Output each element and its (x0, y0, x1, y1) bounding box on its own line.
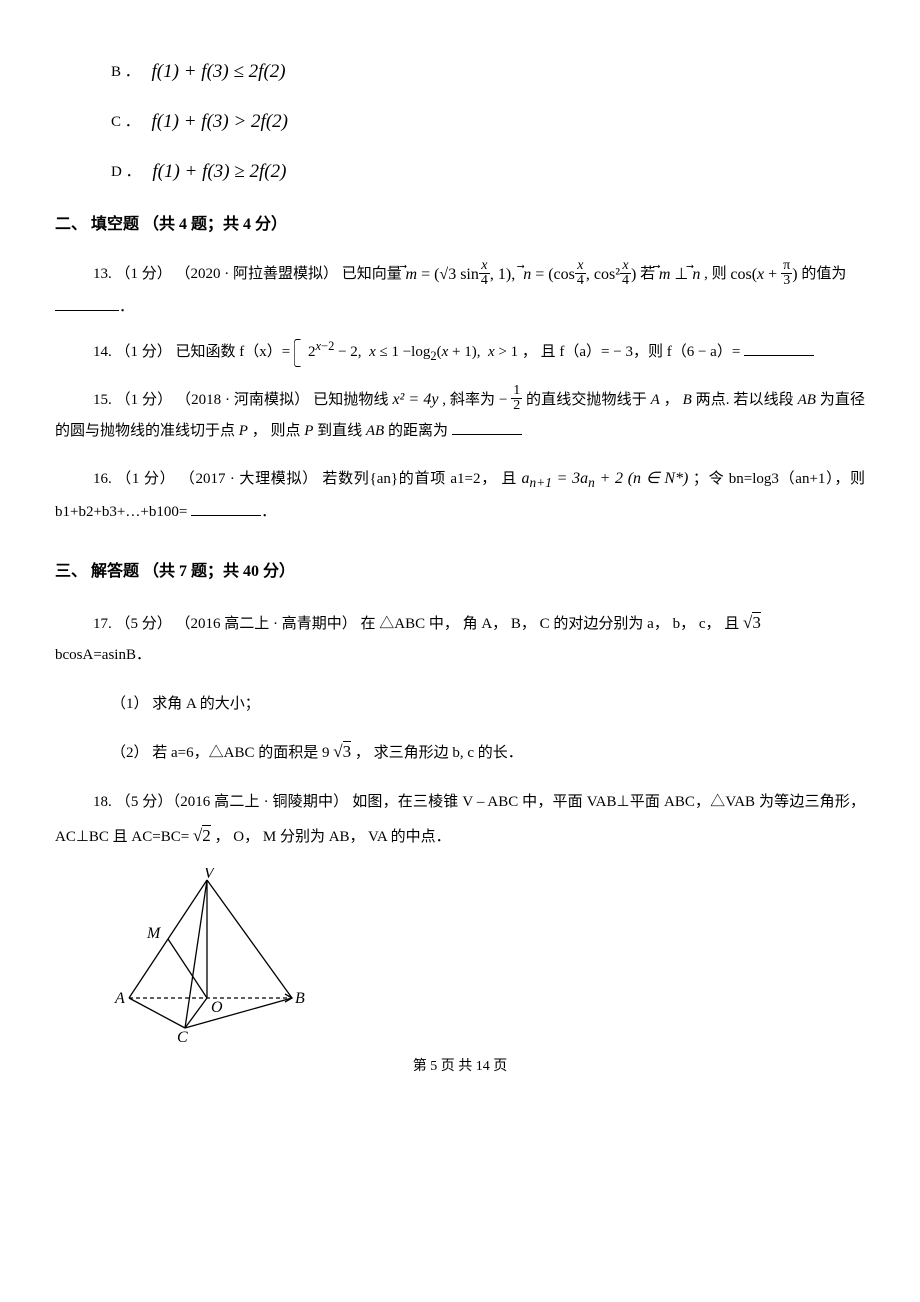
segment-ab2: AB (366, 423, 384, 439)
option-letter: B ． (111, 64, 140, 80)
point-a: A (651, 392, 660, 408)
q15-comma: ， (664, 392, 683, 408)
q15-mid2: 的直线交抛物线于 (526, 392, 651, 408)
question-15: 15. （1 分） （2018 · 河南模拟） 已知抛物线 x² = 4y , … (55, 383, 865, 448)
option-d: D ． f(1) + f(3) ≥ 2f(2) (111, 160, 865, 182)
q17-sub2b: ， 求三角形边 b, c 的长． (355, 745, 523, 761)
q15-blank (452, 419, 522, 435)
q16-prefix: 16. （1 分） （2017 · 大理模拟） 若数列{an}的首项 a1=2，… (93, 471, 522, 487)
question-16: 16. （1 分） （2017 · 大理模拟） 若数列{an}的首项 a1=2，… (55, 462, 865, 529)
fig-label-c: C (177, 1029, 188, 1043)
page-content: B ． f(1) + f(3) ≤ 2f(2) C ． f(1) + f(3) … (0, 0, 920, 1105)
fig-label-v: V (204, 868, 216, 882)
section-2-title: 二、 填空题 （共 4 题；共 4 分） (55, 210, 865, 234)
fig-label-o: O (211, 999, 223, 1016)
fig-label-b: B (295, 990, 305, 1007)
q13-tail: 的值为 (801, 266, 846, 282)
q13-mid2: , 则 (704, 266, 730, 282)
piecewise-row2: −log2(x + 1), x > 1 (403, 344, 518, 360)
sqrt3-symbol-2: √3 (333, 741, 351, 761)
q17-sub2: （2） 若 a=6，△ABC 的面积是 9 √3 ， 求三角形边 b, c 的长… (111, 736, 865, 768)
q16-blank (191, 500, 261, 516)
point-p2: P (304, 423, 313, 439)
q16-recurrence: an+1 = 3an + 2 (n ∈ N*) (522, 470, 689, 487)
q13-vectors: m = (√3 sinx4, 1), n = (cosx4, cos²x4) (406, 258, 637, 292)
q15-prefix: 15. （1 分） （2018 · 河南模拟） 已知抛物线 (93, 392, 392, 408)
option-expr: f(1) + f(3) > 2f(2) (152, 111, 288, 132)
q14-mid: ， 且 f（a）= − 3，则 f（6 − a）= (522, 344, 740, 360)
fig-label-a: A (114, 990, 125, 1007)
q15-tail: 的距离为 (388, 423, 448, 439)
q15-mid6: 到直线 (317, 423, 366, 439)
point-p: P (239, 423, 248, 439)
question-14: 14. （1 分） 已知函数 f（x）= 2x−2 − 2, x ≤ 1 −lo… (55, 337, 865, 369)
option-c: C ． f(1) + f(3) > 2f(2) (111, 110, 865, 132)
q13-cos: cos(x + π3) (730, 258, 797, 292)
option-letter: D ． (111, 164, 141, 180)
q18-line1: 18. （5 分）（2016 高二上 · 铜陵期中） 如图，在三棱锥 V – A… (55, 794, 865, 846)
option-expr: f(1) + f(3) ≤ 2f(2) (152, 61, 286, 82)
sqrt2-symbol: √2 (193, 825, 211, 845)
q18-figure: V M A B C O (107, 868, 307, 1043)
q16-period: ． (261, 504, 276, 520)
q15-slope: − 12 (499, 385, 522, 417)
q15-mid3: 两点. 若以线段 (696, 392, 798, 408)
question-17: 17. （5 分） （2016 高二上 · 高青期中） 在 △ABC 中， 角 … (55, 605, 865, 672)
q14-blank (744, 340, 814, 356)
q17-line1a: 17. （5 分） （2016 高二上 · 高青期中） 在 △ABC 中， 角 … (93, 616, 743, 632)
segment-ab: AB (798, 392, 816, 408)
option-letter: C ． (111, 114, 140, 130)
q15-parabola: x² = 4y (392, 391, 438, 408)
q14-piecewise: 2x−2 − 2, x ≤ 1 −log2(x + 1), x > 1 (294, 337, 518, 369)
q15-mid1: , 斜率为 (442, 392, 499, 408)
q18-line2: ， O， M 分别为 AB， VA 的中点． (215, 829, 451, 845)
q13-mid: 若 (640, 266, 659, 282)
q14-prefix: 14. （1 分） 已知函数 f（x）= (93, 344, 294, 360)
piecewise-row1: 2x−2 − 2, x ≤ 1 (308, 344, 399, 360)
question-18: 18. （5 分）（2016 高二上 · 铜陵期中） 如图，在三棱锥 V – A… (55, 787, 865, 854)
point-b: B (683, 392, 692, 408)
q13-perp: m ⊥ n (659, 258, 701, 292)
sqrt3-symbol: √3 (743, 612, 761, 632)
q17-sub2a: （2） 若 a=6，△ABC 的面积是 9 (111, 745, 333, 761)
page-footer: 第 5 页 共 14 页 (55, 1055, 865, 1075)
option-b: B ． f(1) + f(3) ≤ 2f(2) (111, 60, 865, 82)
q15-mid5: ， 则点 (252, 423, 305, 439)
q17-line2: bcosA=asinB． (55, 647, 151, 663)
option-expr: f(1) + f(3) ≥ 2f(2) (152, 161, 286, 182)
section-3-title: 三、 解答题 （共 7 题；共 40 分） (55, 557, 865, 581)
fig-label-m: M (146, 925, 162, 942)
q13-prefix: 13. （1 分） （2020 · 阿拉善盟模拟） 已知向量 (93, 266, 406, 282)
q17-sub1: （1） 求角 A 的大小； (111, 690, 865, 719)
question-13: 13. （1 分） （2020 · 阿拉善盟模拟） 已知向量 m = (√3 s… (55, 258, 865, 323)
q13-blank (55, 295, 119, 311)
